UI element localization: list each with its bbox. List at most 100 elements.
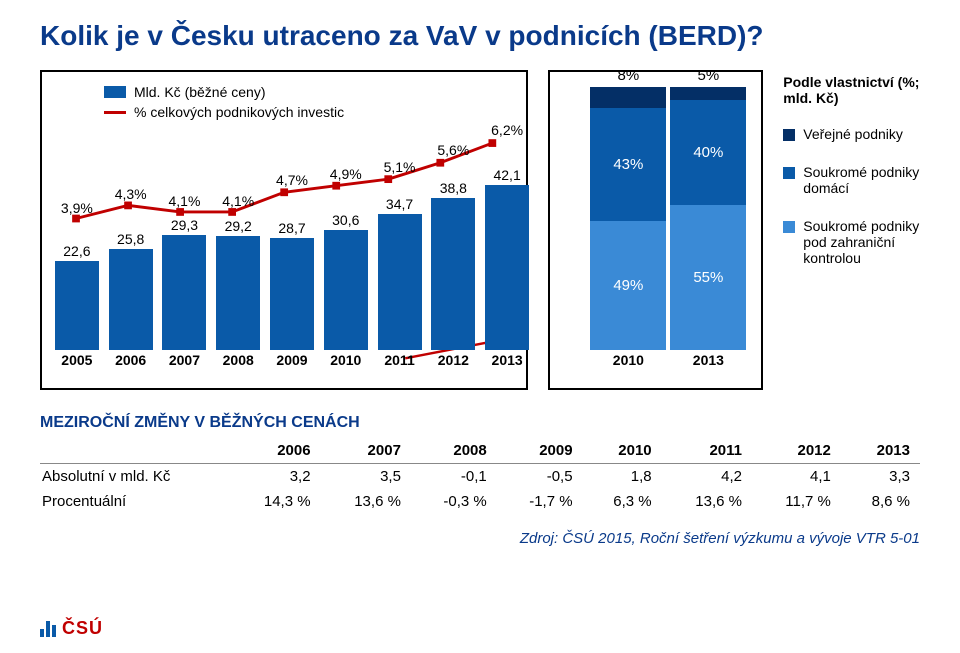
bar-rect [324, 230, 368, 350]
table-cell: -1,7 % [497, 489, 583, 512]
bar-2008: 29,22008 [216, 124, 260, 350]
stack-seg-label: 8% [590, 67, 666, 85]
line-value-label: 4,7% [276, 172, 308, 188]
line-value-label: 4,1% [222, 193, 254, 209]
bar-value-label: 30,6 [324, 212, 368, 228]
bar-x-label: 2005 [55, 352, 99, 368]
legend-line: % celkových podnikových investic [104, 102, 344, 122]
stack-legend: Podle vlastnictví (%; mld. Kč) Veřejné p… [783, 70, 920, 390]
table-cell: 3,5 [321, 464, 411, 490]
table-cell: 3,2 [230, 464, 320, 490]
bar-value-label: 29,2 [216, 218, 260, 234]
bar-rect [109, 249, 153, 350]
bar-2012: 38,82012 [431, 124, 475, 350]
table-header: 2006 [230, 438, 320, 464]
legend-entry: Veřejné podniky [783, 126, 920, 142]
line-value-label: 4,1% [168, 193, 200, 209]
stack-seg-domaci: 43% [590, 108, 666, 221]
bar-x-label: 2007 [162, 352, 206, 368]
table-header: 2009 [497, 438, 583, 464]
table-header [40, 438, 230, 464]
table-header: 2010 [583, 438, 662, 464]
bar-rect [431, 198, 475, 350]
bar-rect [216, 236, 260, 350]
legend-swatch [783, 221, 795, 233]
bar-value-label: 34,7 [378, 196, 422, 212]
bar-rect [378, 214, 422, 350]
table-cell: 1,8 [583, 464, 662, 490]
bars-area: 22,6 2005 3,9% 25,8 2006 4,3% 29,3 2007 4,1% 29,2… [50, 128, 518, 368]
table-cell: 8,6 % [841, 489, 920, 512]
stack-col-2013: 55%40%5%2013 [670, 76, 746, 350]
bar-2005: 22,62005 [55, 124, 99, 350]
bar-x-label: 2008 [216, 352, 260, 368]
table-cell: 4,2 [662, 464, 752, 490]
legend-bar-label: Mld. Kč (běžné ceny) [134, 84, 266, 100]
table-header: 2011 [662, 438, 752, 464]
stack-col-2010: 49%43%8%2010 [590, 76, 666, 350]
legend-label: Veřejné podniky [803, 126, 903, 142]
row-label: Procentuální [40, 489, 230, 512]
table-row: Procentuální14,3 %13,6 %-0,3 %-1,7 %6,3 … [40, 489, 920, 512]
charts-row: Mld. Kč (běžné ceny) % celkových podniko… [40, 70, 920, 390]
table-row: Absolutní v mld. Kč3,23,5-0,1-0,51,84,24… [40, 464, 920, 490]
legend-entry: Soukromé podniky domácí [783, 164, 920, 196]
table-cell: -0,1 [411, 464, 497, 490]
table-cell: -0,5 [497, 464, 583, 490]
table-cell: -0,3 % [411, 489, 497, 512]
bar-value-label: 29,3 [162, 217, 206, 233]
logo-bars-icon [40, 621, 56, 637]
bar-2009: 28,72009 [270, 124, 314, 350]
legend-label: Soukromé podniky pod zahraniční kontrolo… [803, 218, 920, 266]
bar-rect [270, 238, 314, 350]
stack-x-label: 2010 [590, 352, 666, 368]
bar-value-label: 22,6 [55, 243, 99, 259]
table-header: 2013 [841, 438, 920, 464]
combo-inner: Mld. Kč (běžné ceny) % celkových podniko… [50, 80, 518, 368]
table-cell: 4,1 [752, 464, 841, 490]
line-value-label: 4,9% [330, 166, 362, 182]
table-cell: 3,3 [841, 464, 920, 490]
bar-2007: 29,32007 [162, 124, 206, 350]
footer-logo: ČSÚ [40, 618, 103, 639]
bar-x-label: 2009 [270, 352, 314, 368]
stack-seg-verejne [590, 87, 666, 108]
line-value-label: 4,3% [115, 186, 147, 202]
combo-legend: Mld. Kč (běžné ceny) % celkových podniko… [104, 82, 344, 122]
stack-heading: Podle vlastnictví (%; mld. Kč) [783, 74, 920, 106]
legend-bar: Mld. Kč (běžné ceny) [104, 82, 344, 102]
bar-x-label: 2012 [431, 352, 475, 368]
bar-x-label: 2006 [109, 352, 153, 368]
line-value-label: 6,2% [491, 122, 523, 138]
table-header: 2007 [321, 438, 411, 464]
stack-seg-zahranicni: 55% [670, 205, 746, 350]
stacked-chart: 49%43%8%201055%40%5%2013 [548, 70, 763, 390]
bar-value-label: 42,1 [485, 167, 529, 183]
table-section: MEZIROČNÍ ZMĚNY V BĚŽNÝCH CENÁCH 2006200… [40, 414, 920, 512]
stack-seg-domaci: 40% [670, 100, 746, 205]
bar-rect [485, 185, 529, 350]
bar-x-label: 2013 [485, 352, 529, 368]
source-line: Zdroj: ČSÚ 2015, Roční šetření výzkumu a… [40, 530, 920, 547]
stack-x-label: 2013 [670, 352, 746, 368]
table-cell: 13,6 % [321, 489, 411, 512]
logo-text: ČSÚ [62, 618, 103, 639]
page-title: Kolik je v Česku utraceno za VaV v podni… [40, 20, 920, 52]
table-cell: 14,3 % [230, 489, 320, 512]
legend-swatch [783, 129, 795, 141]
stack-inner: 49%43%8%201055%40%5%2013 [560, 80, 751, 368]
stack-seg-verejne [670, 87, 746, 100]
combo-chart: Mld. Kč (běžné ceny) % celkových podniko… [40, 70, 528, 390]
bar-value-label: 25,8 [109, 231, 153, 247]
table-title: MEZIROČNÍ ZMĚNY V BĚŽNÝCH CENÁCH [40, 414, 920, 432]
change-table: 20062007200820092010201120122013 Absolut… [40, 438, 920, 512]
line-value-label: 3,9% [61, 200, 93, 216]
row-label: Absolutní v mld. Kč [40, 464, 230, 490]
stack-seg-label: 5% [670, 67, 746, 85]
legend-label: Soukromé podniky domácí [803, 164, 920, 196]
legend-swatch [783, 167, 795, 179]
table-header: 2012 [752, 438, 841, 464]
table-header: 2008 [411, 438, 497, 464]
table-cell: 11,7 % [752, 489, 841, 512]
bar-value-label: 38,8 [431, 180, 475, 196]
